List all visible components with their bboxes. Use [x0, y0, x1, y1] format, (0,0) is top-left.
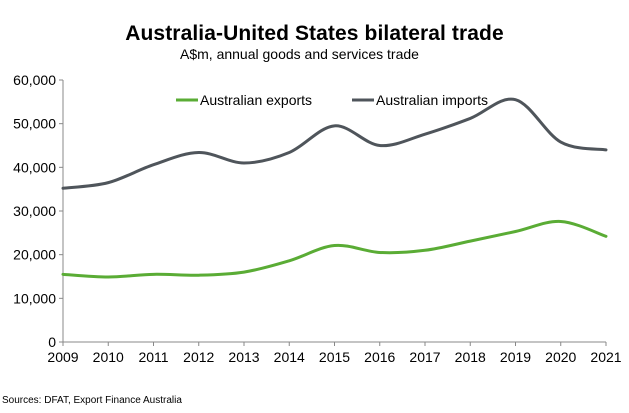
- x-tick-label: 2016: [364, 349, 395, 365]
- x-tick-label: 2014: [274, 349, 305, 365]
- legend-label-australian-imports: Australian imports: [376, 92, 488, 108]
- y-tick-label: 60,000: [13, 72, 56, 88]
- x-axis-ticks: 2009 2010 2011 2012 2013 2014 2015 2016 2017 2018…: [47, 342, 622, 365]
- series-line-australian-imports: [61, 97, 608, 190]
- x-tick-label: 2013: [228, 349, 259, 365]
- y-tick-label: 40,000: [13, 159, 56, 175]
- x-tick-label: 2020: [545, 349, 576, 365]
- x-tick-label: 2019: [500, 349, 531, 365]
- y-tick-label: 10,000: [13, 290, 56, 306]
- x-tick-label: 2017: [409, 349, 440, 365]
- y-tick-label: 0: [48, 334, 56, 350]
- chart-source: Sources: DFAT, Export Finance Australia: [2, 395, 182, 406]
- x-tick-label: 2009: [47, 349, 78, 365]
- x-tick-label: 2010: [93, 349, 124, 365]
- x-tick-label: 2012: [183, 349, 214, 365]
- chart-axes: [62, 80, 606, 343]
- x-tick-label: 2011: [138, 349, 168, 365]
- chart-subtitle: A$m, annual goods and services trade: [180, 46, 419, 62]
- chart-legend: Australian exports Australian imports: [176, 92, 488, 108]
- legend-label-australian-exports: Australian exports: [200, 92, 312, 108]
- y-tick-label: 30,000: [13, 203, 56, 219]
- chart-series: [61, 97, 608, 279]
- y-tick-label: 50,000: [13, 116, 56, 132]
- x-tick-label: 2021: [590, 349, 621, 365]
- y-axis-ticks: 0 10,000 20,000 30,000 40,000 50,000 60,000: [13, 72, 63, 350]
- x-tick-label: 2018: [455, 349, 486, 365]
- x-tick-label: 2015: [319, 349, 350, 365]
- series-line-australian-exports: [61, 219, 608, 279]
- chart-title: Australia-United States bilateral trade: [125, 22, 504, 45]
- y-tick-label: 20,000: [13, 247, 56, 263]
